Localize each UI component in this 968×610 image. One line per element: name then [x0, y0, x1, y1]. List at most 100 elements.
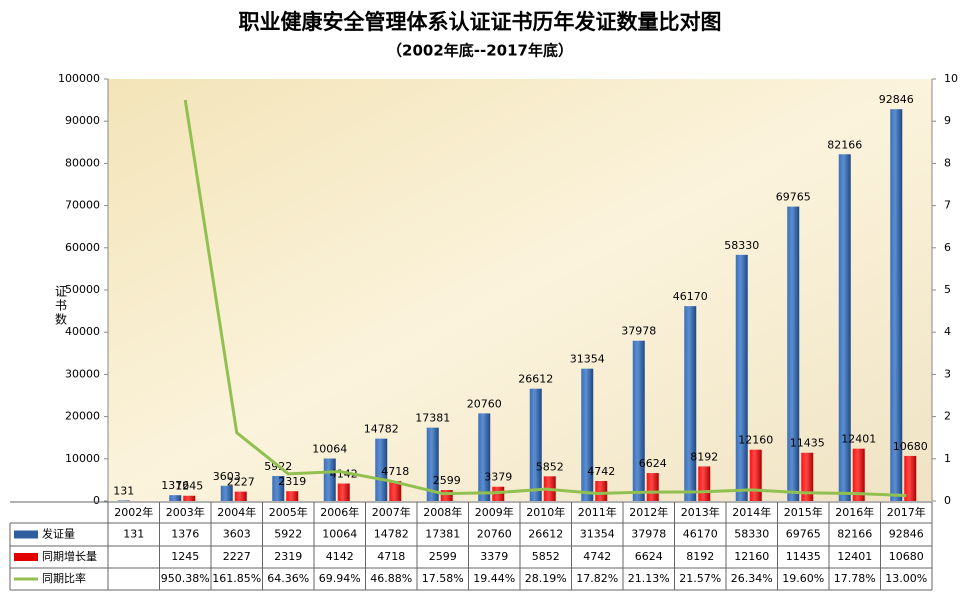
bar [852, 448, 865, 501]
bar [234, 491, 247, 501]
y2-tick-label: 5 [944, 283, 951, 296]
bar-label: 3603 [213, 470, 241, 483]
table-cell: 950.38% [161, 572, 210, 585]
y-tick-label: 70000 [65, 199, 100, 212]
x-tick-label: 2005年 [269, 505, 308, 519]
table-cell: 19.44% [473, 572, 515, 585]
bar [632, 340, 645, 501]
y-tick-label: 50000 [65, 283, 100, 296]
y-tick-label: 100000 [58, 72, 100, 85]
table-cell: 20760 [477, 528, 512, 541]
y2-tick-label: 9 [944, 114, 951, 127]
bar [440, 490, 453, 501]
table-cell: 8192 [686, 550, 714, 563]
bar-label: 8192 [690, 450, 718, 463]
y2-tick-label: 0 [944, 494, 951, 507]
bar [838, 154, 851, 502]
bar-label: 12160 [738, 434, 773, 447]
bar [581, 368, 594, 501]
table-cell: 64.36% [267, 572, 309, 585]
x-tick-label: 2004年 [217, 505, 256, 519]
bar-label: 2227 [227, 476, 255, 489]
x-tick-label: 2008年 [423, 505, 462, 519]
bar-label: 131 [113, 484, 134, 497]
x-tick-label: 2016年 [835, 505, 874, 519]
x-tick-label: 2015年 [784, 505, 823, 519]
legend-label: 同期比率 [42, 571, 86, 585]
y-tick-label: 60000 [65, 241, 100, 254]
table-cell: 21.57% [679, 572, 721, 585]
bar [890, 109, 903, 501]
table-cell: 6624 [635, 550, 663, 563]
bar-label: 12401 [841, 433, 876, 446]
y2-tick-label: 10 [944, 72, 958, 85]
y2-tick-label: 2 [944, 410, 951, 423]
table-cell: 4718 [377, 550, 405, 563]
y-tick-label: 20000 [65, 410, 100, 423]
y-tick-label: 30000 [65, 367, 100, 380]
table-cell: 161.85% [212, 572, 261, 585]
bar [735, 254, 748, 501]
bar-label: 6624 [639, 457, 667, 470]
table-cell: 131 [123, 528, 144, 541]
x-tick-label: 2017年 [887, 505, 926, 519]
bar-label: 46170 [673, 290, 708, 303]
x-tick-label: 2003年 [166, 505, 205, 519]
bar-label: 1245 [175, 480, 203, 493]
bar [375, 438, 388, 501]
y-tick-label: 80000 [65, 156, 100, 169]
x-tick-label: 2012年 [629, 505, 668, 519]
table-cell: 13.00% [885, 572, 927, 585]
y2-tick-label: 6 [944, 241, 951, 254]
bar-label: 58330 [724, 239, 759, 252]
table-cell: 26.34% [731, 572, 773, 585]
bar [684, 306, 697, 501]
table-cell: 12160 [734, 550, 769, 563]
table-cell: 21.13% [628, 572, 670, 585]
bar [323, 458, 336, 501]
table-cell: 4142 [326, 550, 354, 563]
bar-label: 10680 [893, 440, 928, 453]
bar [337, 483, 350, 501]
x-tick-label: 2013年 [681, 505, 720, 519]
table-cell: 82166 [837, 528, 872, 541]
bar-label: 69765 [776, 191, 811, 204]
bar-label: 20760 [467, 397, 502, 410]
table-cell: 14782 [374, 528, 409, 541]
bar [787, 206, 800, 501]
bar [698, 466, 711, 501]
table-cell: 37978 [631, 528, 666, 541]
table-cell: 26612 [528, 528, 563, 541]
table-cell: 3603 [223, 528, 251, 541]
bar [389, 481, 402, 501]
bar [478, 413, 491, 501]
bar [646, 473, 659, 501]
bar-label: 3379 [484, 471, 512, 484]
table-cell: 46170 [683, 528, 718, 541]
y2-tick-label: 8 [944, 156, 951, 169]
bar-label: 4742 [587, 465, 615, 478]
bar [169, 495, 182, 501]
legend-label: 同期增长量 [42, 549, 97, 563]
y2-tick-label: 3 [944, 367, 951, 380]
table-cell: 4742 [583, 550, 611, 563]
bar [272, 476, 285, 501]
line [183, 99, 907, 498]
table-cell: 17.58% [422, 572, 464, 585]
bar-label: 92846 [879, 93, 914, 106]
bar-label: 14782 [364, 423, 399, 436]
bar-label: 82166 [827, 138, 862, 151]
chart-title: 职业健康安全管理体系认证证书历年发证数量比对图 [239, 10, 722, 34]
y2-tick-label: 4 [944, 325, 951, 338]
x-tick-label: 2011年 [578, 505, 617, 519]
table-cell: 2319 [274, 550, 302, 563]
x-tick-label: 2007年 [372, 505, 411, 519]
bar [529, 388, 542, 501]
bar-label: 4718 [381, 465, 409, 478]
bar-label: 2319 [278, 475, 306, 488]
table-cell: 69765 [786, 528, 821, 541]
table-cell: 3379 [480, 550, 508, 563]
bar [117, 500, 130, 501]
table-cell: 28.19% [525, 572, 567, 585]
